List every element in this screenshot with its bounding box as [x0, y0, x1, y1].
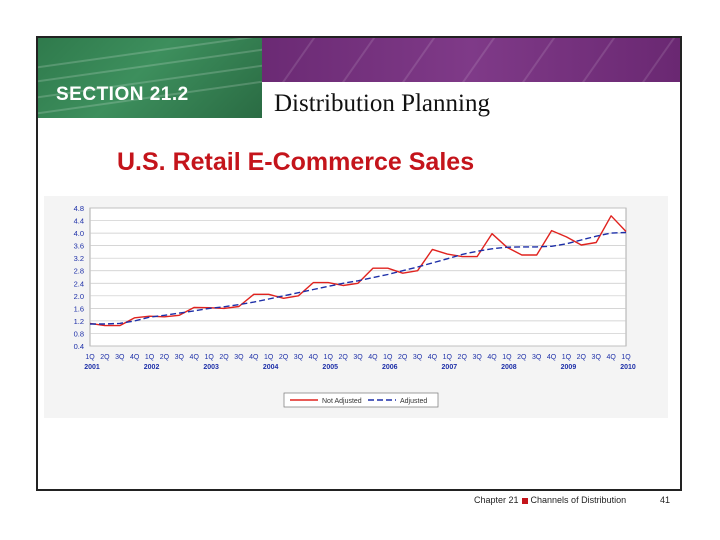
year-label: 2003 [203, 364, 219, 371]
x-tick-label: 1Q [562, 354, 572, 361]
x-tick-label: 2Q [279, 354, 289, 361]
x-tick-label: 1Q [502, 354, 512, 361]
x-tick-label: 2Q [160, 354, 170, 361]
footer: Chapter 21 Channels of Distribution [474, 495, 626, 505]
year-label: 2007 [442, 364, 458, 371]
x-tick-label: 3Q [234, 354, 244, 361]
x-tick-label: 4Q [606, 354, 616, 361]
title-banner [262, 38, 680, 82]
section-banner [38, 38, 262, 118]
series-line-not-adjusted [89, 215, 627, 327]
legend-label: Not Adjusted [322, 398, 362, 405]
x-tick-label: 4Q [249, 354, 259, 361]
year-label: 2004 [263, 364, 279, 371]
x-tick-label: 4Q [309, 354, 319, 361]
x-tick-label: 1Q [204, 354, 214, 361]
series-line-adjusted [90, 231, 627, 325]
y-tick-label: 2.0 [74, 292, 84, 301]
year-label: 2002 [144, 364, 160, 371]
year-label: 2010 [620, 364, 636, 371]
legend-box [283, 392, 439, 408]
footer-chapter-title: Channels of Distribution [530, 495, 627, 505]
x-tick-label: 2Q [458, 354, 468, 361]
x-tick-label: 3Q [175, 354, 185, 361]
x-tick-label: 4Q [547, 354, 557, 361]
x-tick-label: 1Q [145, 354, 155, 361]
slide-title: Distribution Planning [274, 90, 490, 117]
x-tick-label: 1Q [621, 354, 631, 361]
x-tick-label: 3Q [294, 354, 304, 361]
x-tick-label: 4Q [130, 354, 140, 361]
y-tick-label: 1.2 [74, 317, 84, 326]
x-tick-label: 4Q [487, 354, 497, 361]
year-label: 2001 [84, 364, 100, 371]
y-tick-label: 1.6 [74, 304, 84, 313]
y-tick-label: 4.8 [74, 204, 84, 213]
chart-title: U.S. Retail E-Commerce Sales [117, 148, 475, 176]
plot-area [89, 207, 627, 347]
legend-label: Adjusted [400, 398, 427, 405]
x-tick-label: 3Q [413, 354, 423, 361]
x-tick-label: 3Q [592, 354, 602, 361]
y-tick-label: 2.8 [74, 267, 84, 276]
y-tick-label: 4.0 [74, 229, 84, 238]
year-label: 2009 [561, 364, 577, 371]
x-tick-label: 2Q [398, 354, 408, 361]
x-tick-label: 1Q [443, 354, 453, 361]
x-tick-label: 4Q [190, 354, 200, 361]
y-tick-label: 0.8 [74, 329, 84, 338]
year-label: 2008 [501, 364, 517, 371]
x-tick-label: 1Q [324, 354, 334, 361]
x-tick-label: 1Q [85, 354, 95, 361]
x-tick-label: 4Q [368, 354, 378, 361]
ecommerce-sales-chart: 4.84.44.03.63.22.82.42.01.61.20.80.41Q 2Q… [74, 204, 636, 408]
y-tick-label: 0.4 [74, 342, 84, 351]
x-tick-label: 3Q [353, 354, 363, 361]
y-tick-label: 3.6 [74, 242, 84, 251]
y-tick-label: 4.4 [74, 217, 84, 226]
footer-bullet-icon [521, 497, 528, 504]
x-tick-label: 3Q [532, 354, 542, 361]
x-tick-label: 4Q [428, 354, 438, 361]
x-tick-label: 1Q [383, 354, 393, 361]
x-tick-label: 2Q [338, 354, 348, 361]
y-tick-label: 2.4 [74, 279, 84, 288]
footer-chapter: Chapter 21 [474, 495, 519, 505]
x-tick-label: 2Q [100, 354, 110, 361]
year-label: 2006 [382, 364, 398, 371]
page-number: 41 [660, 495, 671, 505]
y-tick-label: 3.2 [74, 254, 84, 263]
x-tick-label: 3Q [115, 354, 125, 361]
x-tick-label: 2Q [517, 354, 527, 361]
year-label: 2005 [322, 364, 338, 371]
x-tick-label: 3Q [472, 354, 482, 361]
x-tick-label: 1Q [264, 354, 274, 361]
section-label: SECTION 21.2 [56, 84, 189, 105]
x-tick-label: 2Q [577, 354, 587, 361]
title-background [262, 82, 562, 120]
x-tick-label: 2Q [219, 354, 229, 361]
